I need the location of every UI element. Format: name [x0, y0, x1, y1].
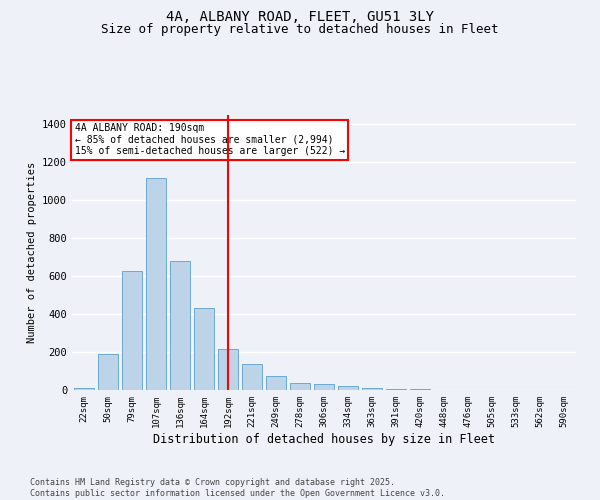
Bar	[266, 376, 286, 390]
Bar	[122, 270, 142, 390]
Text: Contains HM Land Registry data © Crown copyright and database right 2025.
Contai: Contains HM Land Registry data © Crown c…	[30, 478, 445, 498]
Text: 4A ALBANY ROAD: 190sqm
← 85% of detached houses are smaller (2,994)
15% of semi-: 4A ALBANY ROAD: 190sqm ← 85% of detached…	[74, 123, 345, 156]
Text: Size of property relative to detached houses in Fleet: Size of property relative to detached ho…	[101, 22, 499, 36]
Text: 4A, ALBANY ROAD, FLEET, GU51 3LY: 4A, ALBANY ROAD, FLEET, GU51 3LY	[166, 10, 434, 24]
Bar	[170, 261, 190, 390]
Bar	[362, 388, 382, 390]
Bar	[74, 388, 94, 390]
Bar	[290, 384, 310, 390]
Bar	[242, 364, 262, 390]
Bar	[194, 308, 214, 390]
X-axis label: Distribution of detached houses by size in Fleet: Distribution of detached houses by size …	[153, 432, 495, 446]
Y-axis label: Number of detached properties: Number of detached properties	[26, 162, 37, 343]
Bar	[218, 349, 238, 390]
Bar	[386, 389, 406, 390]
Bar	[98, 354, 118, 390]
Bar	[146, 178, 166, 390]
Bar	[338, 386, 358, 390]
Bar	[314, 384, 334, 390]
